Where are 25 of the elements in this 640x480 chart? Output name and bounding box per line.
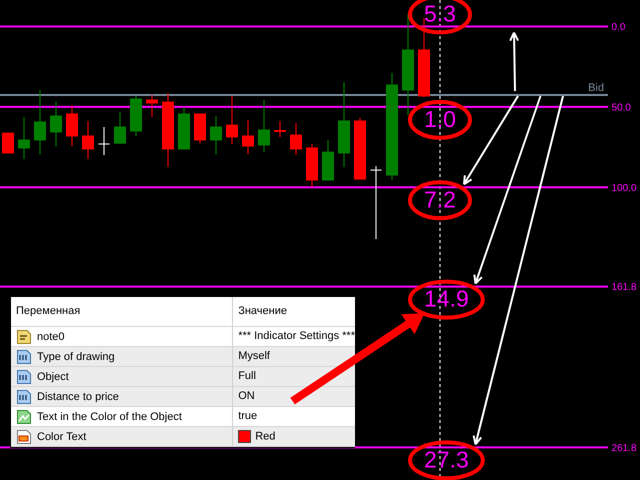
annotation: Distance to price	[37, 390, 119, 402]
annotation: Object	[37, 370, 69, 382]
annotation: Переменная	[16, 306, 80, 318]
annotation: 7.2	[424, 186, 456, 212]
annotation: 1.0	[424, 106, 456, 132]
y-tick-label: 50.0	[612, 102, 632, 114]
annotation: 14.9	[424, 286, 469, 312]
annotation: Myself	[238, 350, 270, 363]
y-tick-label: 0.0	[612, 22, 626, 34]
annotation: note0	[37, 330, 65, 342]
annotation: Значение	[238, 306, 287, 318]
annotation: ON	[238, 390, 255, 403]
y-tick-label: 161.8	[612, 282, 637, 294]
ref-line-label: Bid	[588, 82, 604, 94]
annotation: true	[238, 410, 258, 423]
annotation: 27.3	[424, 446, 469, 472]
annotation: Color Text	[37, 430, 86, 442]
annotation: Red	[255, 430, 276, 442]
annotation: *** Indicator Settings ***	[238, 330, 355, 343]
annotation: Full	[238, 370, 256, 383]
annotation: Type of drawing	[37, 350, 115, 362]
y-tick-label: 261.8	[612, 442, 637, 454]
annotation: 5.3	[424, 0, 456, 27]
annotation: Text in the Color of the Object	[37, 410, 182, 422]
y-tick-label: 100.0	[612, 182, 637, 194]
